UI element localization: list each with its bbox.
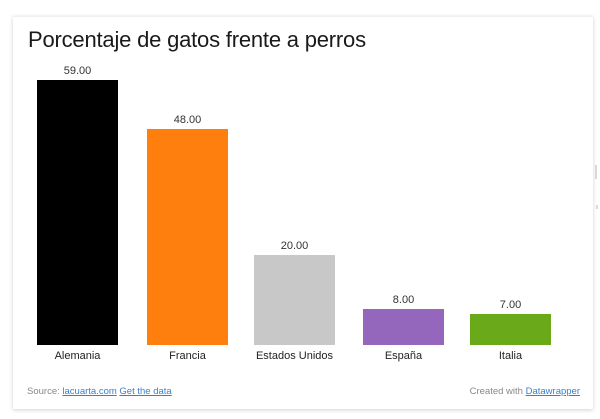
bar-plot-area: 59.00 Alemania 48.00 Francia 20.00 Estados Un… xyxy=(13,17,593,409)
category-label: Estados Unidos xyxy=(255,350,334,362)
bar-estados-unidos[interactable] xyxy=(254,255,335,345)
value-label: 20.00 xyxy=(280,240,309,252)
value-label: 48.00 xyxy=(173,114,202,126)
category-label: España xyxy=(384,350,423,362)
value-label: 59.00 xyxy=(63,65,92,77)
source-link[interactable]: lacuarta.com xyxy=(62,386,117,397)
datawrapper-link[interactable]: Datawrapper xyxy=(525,386,580,397)
credit-line: Created with Datawrapper xyxy=(470,386,580,397)
value-label: 8.00 xyxy=(392,294,415,306)
value-label: 7.00 xyxy=(499,299,522,311)
chart-title: Porcentaje de gatos frente a perros xyxy=(28,27,366,52)
edge-artifact xyxy=(596,205,598,209)
source-prefix: Source: xyxy=(27,386,60,397)
category-label: Italia xyxy=(498,350,523,362)
edge-artifact xyxy=(595,165,597,179)
created-with-prefix: Created with xyxy=(469,386,523,397)
get-the-data-link[interactable]: Get the data xyxy=(119,386,172,397)
chart-card: Porcentaje de gatos frente a perros 59.0… xyxy=(13,16,593,409)
bar-alemania[interactable] xyxy=(37,80,118,345)
bar-italia[interactable] xyxy=(470,314,551,345)
bar-francia[interactable] xyxy=(147,129,228,345)
source-line: Source: lacuarta.com Get the data xyxy=(27,386,172,397)
bar-españa[interactable] xyxy=(363,309,444,345)
category-label: Francia xyxy=(169,350,206,362)
category-label: Alemania xyxy=(54,350,101,362)
